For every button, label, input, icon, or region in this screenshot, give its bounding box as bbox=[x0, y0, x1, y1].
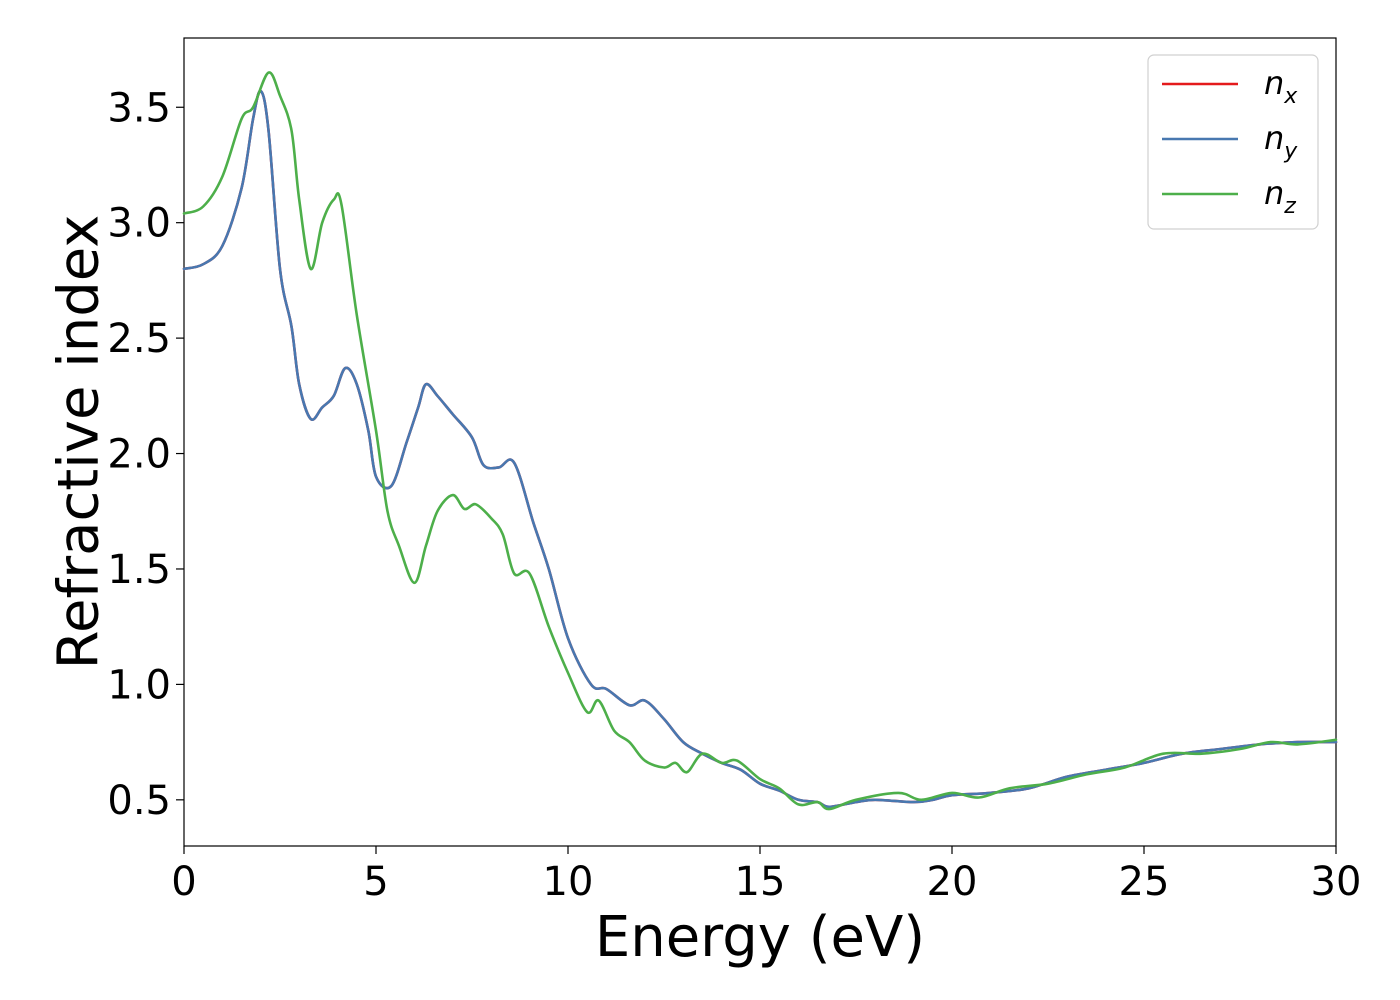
y-tick-label: 2.0 bbox=[107, 432, 171, 478]
y-tick-label: 3.5 bbox=[107, 85, 171, 131]
y-tick-label: 3.0 bbox=[107, 201, 171, 247]
y-tick-label: 1.5 bbox=[107, 547, 171, 593]
y-axis-title: Refractive index bbox=[47, 215, 112, 670]
x-tick-label: 10 bbox=[543, 859, 594, 905]
y-tick-label: 2.5 bbox=[107, 316, 171, 362]
series-layer bbox=[182, 71, 1338, 811]
x-axis-title: Energy (eV) bbox=[595, 905, 925, 970]
legend-entry: ny bbox=[1264, 119, 1298, 164]
legend-entry: nx bbox=[1264, 64, 1298, 109]
legend-label-base: n bbox=[1264, 64, 1284, 102]
series-line-n-y bbox=[182, 89, 1338, 809]
y-tick-label: 1.0 bbox=[107, 662, 171, 708]
y-axis: 0.5 1.0 1.5 2.0 2.5 3.0 3.5 bbox=[107, 85, 184, 824]
x-tick-label: 20 bbox=[927, 859, 978, 905]
legend-label-subscript: z bbox=[1283, 194, 1296, 219]
legend-label-subscript: y bbox=[1283, 139, 1298, 164]
x-tick-label: 0 bbox=[171, 859, 196, 905]
legend-box bbox=[1147, 54, 1319, 230]
x-tick-label: 25 bbox=[1119, 859, 1170, 905]
x-tick-label: 5 bbox=[363, 859, 388, 905]
x-tick-label: 15 bbox=[735, 859, 786, 905]
legend-label-base: n bbox=[1264, 119, 1284, 157]
legend-label-base: n bbox=[1264, 174, 1284, 212]
legend-entry: nz bbox=[1264, 174, 1296, 219]
series-line-n-z bbox=[182, 71, 1338, 811]
x-axis: 0 5 10 15 20 25 30 bbox=[171, 846, 1361, 905]
legend-label-subscript: x bbox=[1283, 84, 1298, 109]
x-tick-label: 30 bbox=[1311, 859, 1362, 905]
y-tick-label: 0.5 bbox=[107, 778, 171, 824]
